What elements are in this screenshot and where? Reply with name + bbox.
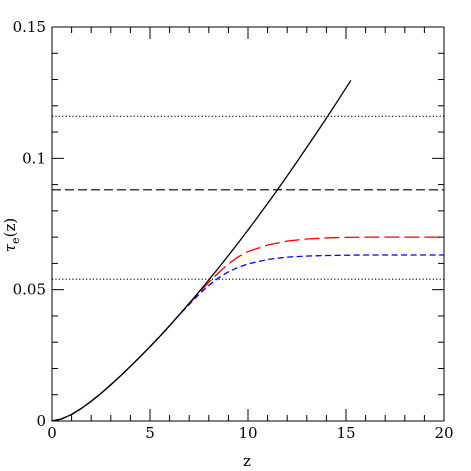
y-axis-label-suffix: (z) [1,218,19,238]
x-tick-label: 0 [47,424,57,442]
x-axis-label: z [243,452,251,470]
y-tick-label: 0.1 [22,149,46,167]
x-tick-label: 10 [238,424,257,442]
y-axis-label: τe(z) [1,218,22,252]
y-tick-label: 0.15 [13,18,46,36]
series-line-short-dash [52,254,444,421]
series-line-solid [52,79,352,421]
y-axis-label-symbol: τ [1,243,19,252]
reference-lines-group [52,115,444,280]
tick-labels-group: 0 5 10 15 20 0 0.05 0.1 0.15 [13,18,454,442]
series-group [52,79,444,421]
plot-frame [51,26,445,422]
x-tick-label: 20 [434,424,453,442]
y-tick-label: 0.05 [13,281,46,299]
x-tick-label: 15 [336,424,355,442]
plot-frame-group [51,26,445,422]
y-tick-label: 0 [36,412,46,430]
series-line-long-dash [52,236,444,421]
x-tick-label: 5 [145,424,155,442]
y-axis-label-subscript: e [9,237,22,244]
ticks-group [51,26,445,422]
